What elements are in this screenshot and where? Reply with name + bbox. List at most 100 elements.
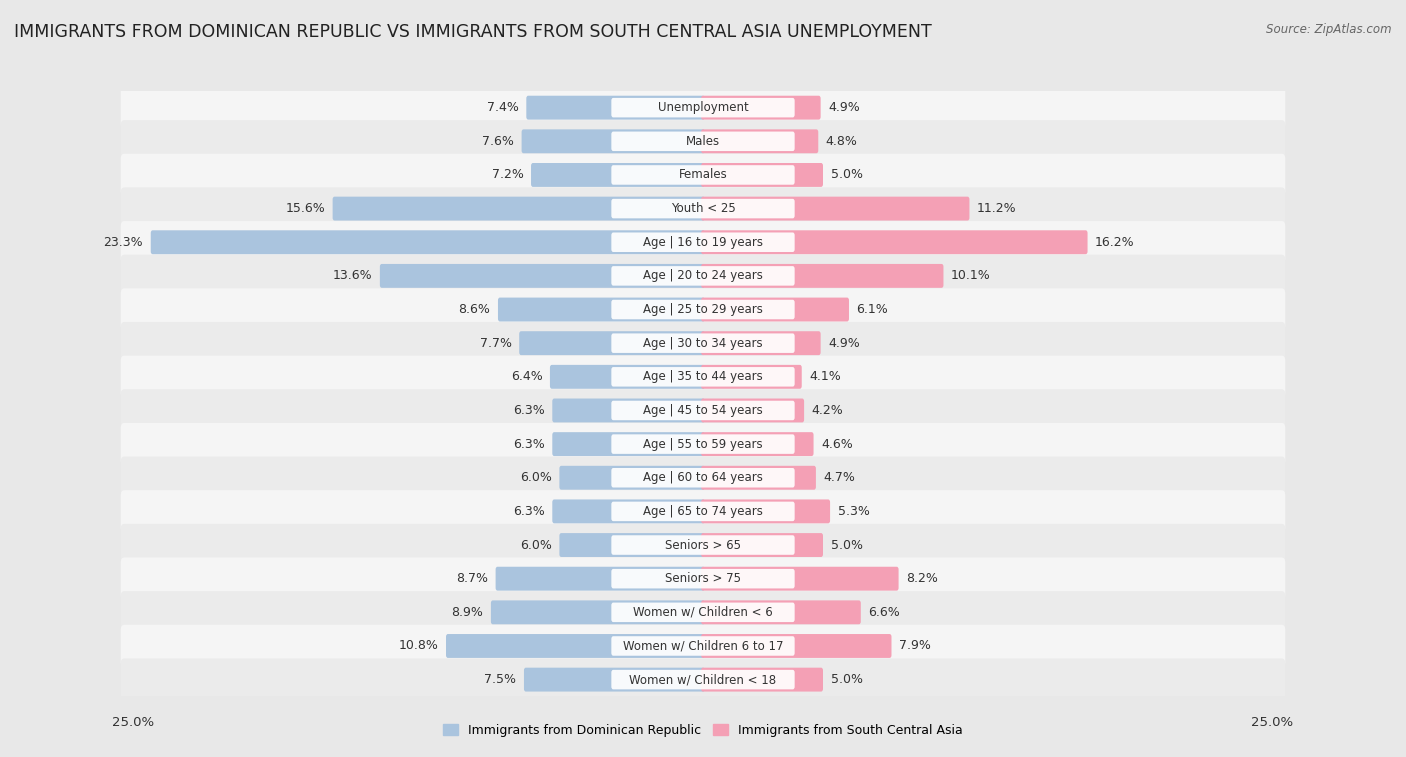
FancyBboxPatch shape bbox=[702, 533, 823, 557]
FancyBboxPatch shape bbox=[553, 432, 704, 456]
FancyBboxPatch shape bbox=[612, 400, 794, 420]
FancyBboxPatch shape bbox=[522, 129, 704, 153]
Text: 15.6%: 15.6% bbox=[285, 202, 325, 215]
FancyBboxPatch shape bbox=[121, 491, 1285, 533]
FancyBboxPatch shape bbox=[121, 389, 1285, 431]
Text: Age | 16 to 19 years: Age | 16 to 19 years bbox=[643, 235, 763, 249]
Text: Women w/ Children < 18: Women w/ Children < 18 bbox=[630, 673, 776, 686]
FancyBboxPatch shape bbox=[702, 500, 830, 523]
Text: Women w/ Children 6 to 17: Women w/ Children 6 to 17 bbox=[623, 640, 783, 653]
FancyBboxPatch shape bbox=[612, 98, 794, 117]
FancyBboxPatch shape bbox=[491, 600, 704, 625]
FancyBboxPatch shape bbox=[121, 322, 1285, 364]
Text: 4.7%: 4.7% bbox=[824, 472, 855, 484]
Text: 7.7%: 7.7% bbox=[479, 337, 512, 350]
FancyBboxPatch shape bbox=[702, 163, 823, 187]
FancyBboxPatch shape bbox=[702, 332, 821, 355]
FancyBboxPatch shape bbox=[612, 636, 794, 656]
FancyBboxPatch shape bbox=[495, 567, 704, 590]
FancyBboxPatch shape bbox=[612, 165, 794, 185]
FancyBboxPatch shape bbox=[121, 86, 1285, 129]
FancyBboxPatch shape bbox=[612, 535, 794, 555]
Text: 6.6%: 6.6% bbox=[869, 606, 900, 618]
FancyBboxPatch shape bbox=[612, 435, 794, 454]
FancyBboxPatch shape bbox=[121, 591, 1285, 634]
Text: 25.0%: 25.0% bbox=[1251, 716, 1294, 730]
Text: Age | 45 to 54 years: Age | 45 to 54 years bbox=[643, 404, 763, 417]
FancyBboxPatch shape bbox=[702, 567, 898, 590]
FancyBboxPatch shape bbox=[524, 668, 704, 692]
Text: 8.2%: 8.2% bbox=[905, 572, 938, 585]
Text: 7.4%: 7.4% bbox=[486, 101, 519, 114]
FancyBboxPatch shape bbox=[531, 163, 704, 187]
FancyBboxPatch shape bbox=[702, 129, 818, 153]
Text: 6.3%: 6.3% bbox=[513, 404, 544, 417]
FancyBboxPatch shape bbox=[702, 432, 814, 456]
FancyBboxPatch shape bbox=[702, 365, 801, 389]
Text: Age | 60 to 64 years: Age | 60 to 64 years bbox=[643, 472, 763, 484]
FancyBboxPatch shape bbox=[702, 230, 1088, 254]
FancyBboxPatch shape bbox=[121, 456, 1285, 499]
FancyBboxPatch shape bbox=[121, 356, 1285, 398]
FancyBboxPatch shape bbox=[121, 154, 1285, 196]
Text: 7.9%: 7.9% bbox=[898, 640, 931, 653]
FancyBboxPatch shape bbox=[519, 332, 704, 355]
FancyBboxPatch shape bbox=[702, 466, 815, 490]
Text: Unemployment: Unemployment bbox=[658, 101, 748, 114]
FancyBboxPatch shape bbox=[702, 95, 821, 120]
Text: Source: ZipAtlas.com: Source: ZipAtlas.com bbox=[1267, 23, 1392, 36]
Text: 4.9%: 4.9% bbox=[828, 337, 860, 350]
FancyBboxPatch shape bbox=[702, 600, 860, 625]
Text: Females: Females bbox=[679, 169, 727, 182]
Text: 6.3%: 6.3% bbox=[513, 438, 544, 450]
FancyBboxPatch shape bbox=[560, 466, 704, 490]
FancyBboxPatch shape bbox=[121, 524, 1285, 566]
FancyBboxPatch shape bbox=[333, 197, 704, 220]
FancyBboxPatch shape bbox=[553, 500, 704, 523]
Legend: Immigrants from Dominican Republic, Immigrants from South Central Asia: Immigrants from Dominican Republic, Immi… bbox=[437, 718, 969, 742]
Text: 4.9%: 4.9% bbox=[828, 101, 860, 114]
Text: 7.2%: 7.2% bbox=[492, 169, 523, 182]
Text: Age | 65 to 74 years: Age | 65 to 74 years bbox=[643, 505, 763, 518]
Text: 5.3%: 5.3% bbox=[838, 505, 869, 518]
FancyBboxPatch shape bbox=[121, 423, 1285, 466]
FancyBboxPatch shape bbox=[612, 468, 794, 488]
Text: Seniors > 75: Seniors > 75 bbox=[665, 572, 741, 585]
Text: Youth < 25: Youth < 25 bbox=[671, 202, 735, 215]
FancyBboxPatch shape bbox=[446, 634, 704, 658]
FancyBboxPatch shape bbox=[526, 95, 704, 120]
FancyBboxPatch shape bbox=[612, 603, 794, 622]
Text: Age | 55 to 59 years: Age | 55 to 59 years bbox=[643, 438, 763, 450]
FancyBboxPatch shape bbox=[121, 659, 1285, 701]
Text: IMMIGRANTS FROM DOMINICAN REPUBLIC VS IMMIGRANTS FROM SOUTH CENTRAL ASIA UNEMPLO: IMMIGRANTS FROM DOMINICAN REPUBLIC VS IM… bbox=[14, 23, 932, 41]
FancyBboxPatch shape bbox=[612, 300, 794, 319]
Text: 10.8%: 10.8% bbox=[398, 640, 439, 653]
FancyBboxPatch shape bbox=[612, 266, 794, 285]
FancyBboxPatch shape bbox=[121, 188, 1285, 230]
FancyBboxPatch shape bbox=[612, 132, 794, 151]
FancyBboxPatch shape bbox=[550, 365, 704, 389]
Text: Age | 25 to 29 years: Age | 25 to 29 years bbox=[643, 303, 763, 316]
FancyBboxPatch shape bbox=[612, 367, 794, 387]
FancyBboxPatch shape bbox=[121, 221, 1285, 263]
FancyBboxPatch shape bbox=[702, 398, 804, 422]
FancyBboxPatch shape bbox=[702, 634, 891, 658]
Text: 6.0%: 6.0% bbox=[520, 538, 551, 552]
FancyBboxPatch shape bbox=[612, 199, 794, 218]
Text: 8.6%: 8.6% bbox=[458, 303, 491, 316]
Text: 7.5%: 7.5% bbox=[485, 673, 516, 686]
Text: 4.6%: 4.6% bbox=[821, 438, 853, 450]
FancyBboxPatch shape bbox=[702, 298, 849, 322]
Text: Age | 35 to 44 years: Age | 35 to 44 years bbox=[643, 370, 763, 383]
Text: 8.9%: 8.9% bbox=[451, 606, 484, 618]
Text: 6.0%: 6.0% bbox=[520, 472, 551, 484]
Text: 10.1%: 10.1% bbox=[950, 269, 991, 282]
FancyBboxPatch shape bbox=[612, 232, 794, 252]
Text: 5.0%: 5.0% bbox=[831, 673, 862, 686]
FancyBboxPatch shape bbox=[612, 670, 794, 690]
Text: 7.6%: 7.6% bbox=[482, 135, 515, 148]
Text: 23.3%: 23.3% bbox=[104, 235, 143, 249]
Text: 16.2%: 16.2% bbox=[1095, 235, 1135, 249]
FancyBboxPatch shape bbox=[702, 264, 943, 288]
FancyBboxPatch shape bbox=[612, 502, 794, 521]
